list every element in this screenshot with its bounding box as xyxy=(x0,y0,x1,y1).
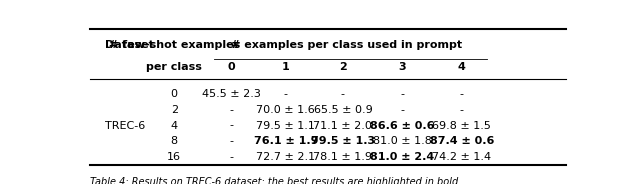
Text: per class: per class xyxy=(147,62,202,72)
Text: 0: 0 xyxy=(227,62,235,72)
Text: # few-shot examples: # few-shot examples xyxy=(109,40,240,50)
Text: -: - xyxy=(401,89,404,99)
Text: 71.1 ± 2.0: 71.1 ± 2.0 xyxy=(314,121,372,130)
Text: 16: 16 xyxy=(167,152,181,162)
Text: 76.1 ± 1.9: 76.1 ± 1.9 xyxy=(253,136,318,146)
Text: 2: 2 xyxy=(339,62,347,72)
Text: 3: 3 xyxy=(399,62,406,72)
Text: 78.1 ± 1.9: 78.1 ± 1.9 xyxy=(314,152,372,162)
Text: 81.0 ± 2.4: 81.0 ± 2.4 xyxy=(371,152,435,162)
Text: 2: 2 xyxy=(171,105,178,115)
Text: -: - xyxy=(460,105,464,115)
Text: -: - xyxy=(341,89,345,99)
Text: 8: 8 xyxy=(171,136,178,146)
Text: 87.4 ± 0.6: 87.4 ± 0.6 xyxy=(429,136,494,146)
Text: 4: 4 xyxy=(171,121,178,130)
Text: # examples per class used in prompt: # examples per class used in prompt xyxy=(231,40,462,50)
Text: 79.5 ± 1.3: 79.5 ± 1.3 xyxy=(311,136,375,146)
Text: 69.8 ± 1.5: 69.8 ± 1.5 xyxy=(433,121,492,130)
Text: 70.0 ± 1.6: 70.0 ± 1.6 xyxy=(257,105,316,115)
Text: 65.5 ± 0.9: 65.5 ± 0.9 xyxy=(314,105,372,115)
Text: -: - xyxy=(284,89,288,99)
Text: Dataset: Dataset xyxy=(105,40,154,50)
Text: TREC-6: TREC-6 xyxy=(105,121,145,130)
Text: 45.5 ± 2.3: 45.5 ± 2.3 xyxy=(202,89,260,99)
Text: -: - xyxy=(460,89,464,99)
Text: 74.2 ± 1.4: 74.2 ± 1.4 xyxy=(433,152,492,162)
Text: 81.0 ± 1.8: 81.0 ± 1.8 xyxy=(373,136,432,146)
Text: 86.6 ± 0.6: 86.6 ± 0.6 xyxy=(370,121,435,130)
Text: -: - xyxy=(229,121,234,130)
Text: 1: 1 xyxy=(282,62,290,72)
Text: -: - xyxy=(229,105,234,115)
Text: 0: 0 xyxy=(171,89,178,99)
Text: 72.7 ± 2.1: 72.7 ± 2.1 xyxy=(256,152,316,162)
Text: 4: 4 xyxy=(458,62,466,72)
Text: 79.5 ± 1.1: 79.5 ± 1.1 xyxy=(257,121,316,130)
Text: Table 4: Results on TREC-6 dataset: the best results are highlighted in bold.: Table 4: Results on TREC-6 dataset: the … xyxy=(90,177,461,184)
Text: -: - xyxy=(229,136,234,146)
Text: -: - xyxy=(401,105,404,115)
Text: -: - xyxy=(229,152,234,162)
